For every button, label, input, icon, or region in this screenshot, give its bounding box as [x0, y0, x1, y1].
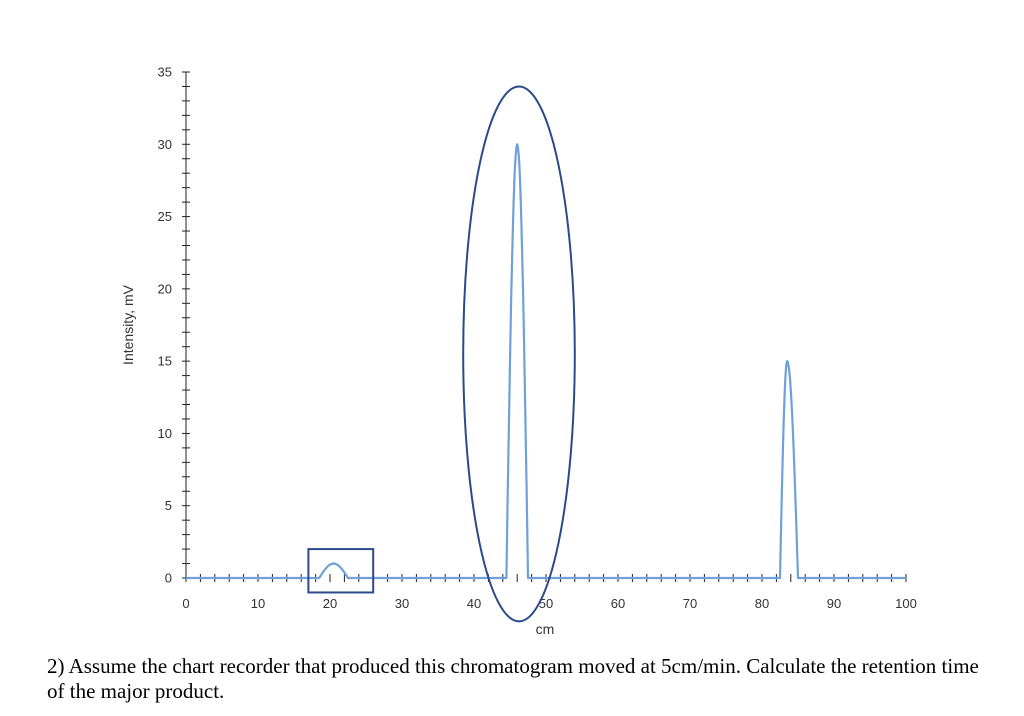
question-text: 2) Assume the chart recorder that produc…: [47, 654, 979, 703]
chart-series: [186, 143, 906, 580]
y-tick-label: 20: [158, 281, 172, 296]
x-axis-title: cm: [536, 621, 555, 637]
x-tick-label: 50: [539, 596, 553, 611]
x-tick-label: 40: [467, 596, 481, 611]
x-tick-label: 20: [323, 596, 337, 611]
x-tick-label: 90: [827, 596, 841, 611]
highlight-ellipse: [462, 85, 576, 623]
chromatogram-chart: 0 5 10 15 20 25 30 35 0 10 20 30 40 50 60 70 80 90 100 Int…: [120, 65, 917, 638]
x-tick-label: 0: [182, 596, 189, 611]
highlight-rectangle: [307, 548, 375, 594]
y-tick-label: 0: [165, 571, 172, 586]
y-tick-label: 5: [165, 498, 172, 513]
x-tick-label: 30: [395, 596, 409, 611]
y-tick-label: 35: [158, 65, 172, 80]
x-tick-label: 100: [895, 596, 917, 611]
x-tick-label: 80: [755, 596, 769, 611]
y-axis-title: Intensity, mV: [120, 284, 136, 365]
x-tick-label: 70: [683, 596, 697, 611]
y-tick-label: 30: [158, 137, 172, 152]
x-tick-label: 60: [611, 596, 625, 611]
x-tick-label: 10: [251, 596, 265, 611]
series-line: [186, 143, 906, 580]
y-tick-label: 10: [158, 426, 172, 441]
y-tick-label: 25: [158, 209, 172, 224]
chart-axes: 0 5 10 15 20 25 30 35 0 10 20 30 40 50 60 70 80 90 100: [158, 65, 917, 612]
chart-annotations: [307, 85, 576, 623]
y-tick-label: 15: [158, 354, 172, 369]
